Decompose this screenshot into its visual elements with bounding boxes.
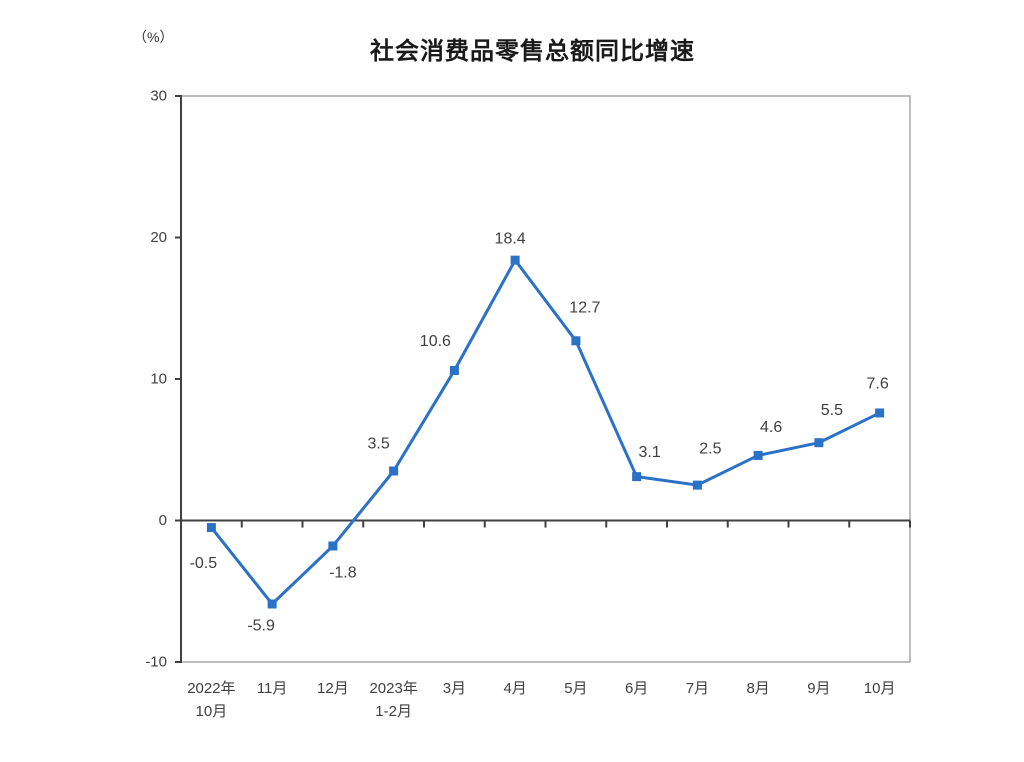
- y-axis-tick-label: 30: [150, 88, 167, 105]
- data-point-label: 4.6: [760, 419, 782, 436]
- data-point-marker: [328, 541, 338, 551]
- x-axis-category-label: 6月: [625, 680, 648, 697]
- y-axis-tick-label: 20: [150, 229, 167, 246]
- data-point-marker: [267, 599, 277, 609]
- x-axis-category-label: 8月: [746, 680, 769, 697]
- data-point-marker: [510, 255, 520, 265]
- x-axis-category-label: 1-2月: [375, 703, 412, 720]
- data-point-marker: [389, 466, 399, 476]
- x-axis-category-label: 2022年: [187, 680, 235, 697]
- data-line: [210, 257, 881, 607]
- data-point-marker: [692, 480, 702, 490]
- y-axis-tick-label: 0: [159, 512, 167, 529]
- x-axis-category-label: 11月: [257, 680, 288, 697]
- x-axis-category-label: 3月: [443, 680, 466, 697]
- x-axis-category-label: 2023年: [369, 680, 417, 697]
- data-point-label: 12.7: [569, 299, 600, 316]
- x-axis-category-label: 10月: [196, 703, 228, 720]
- x-axis-category-label: 7月: [686, 680, 709, 697]
- data-point-label: -1.8: [329, 564, 357, 581]
- y-axis-unit-label: （%）: [133, 29, 174, 45]
- data-point-marker: [449, 366, 459, 376]
- x-axis-category-label: 10月: [864, 680, 896, 697]
- data-point-label: 10.6: [420, 333, 451, 350]
- data-point-label: 7.6: [867, 375, 889, 392]
- data-point-label: 2.5: [699, 441, 721, 458]
- data-point-marker: [875, 408, 885, 418]
- data-point-marker: [206, 523, 216, 533]
- data-point-marker: [753, 450, 763, 460]
- x-axis-category-label: 12月: [317, 680, 349, 697]
- data-point-marker: [571, 336, 581, 346]
- data-point-label: 5.5: [821, 402, 843, 419]
- x-axis-category-label: 4月: [503, 680, 526, 697]
- data-point-label: -0.5: [190, 555, 218, 572]
- plot-border: [181, 95, 911, 663]
- y-axis-tick-label: 10: [150, 371, 167, 388]
- data-point-label: 18.4: [495, 231, 526, 248]
- chart-title: 社会消费品零售总额同比增速: [370, 38, 695, 65]
- x-axis-category-label: 9月: [807, 680, 830, 697]
- data-point-label: -5.9: [247, 617, 275, 634]
- y-axis-tick-label: -10: [145, 654, 167, 671]
- data-point-marker: [632, 472, 642, 482]
- data-point-label: 3.5: [368, 435, 390, 452]
- data-point-marker: [814, 438, 824, 448]
- x-axis-category-label: 5月: [564, 680, 587, 697]
- data-point-label: 3.1: [639, 444, 661, 461]
